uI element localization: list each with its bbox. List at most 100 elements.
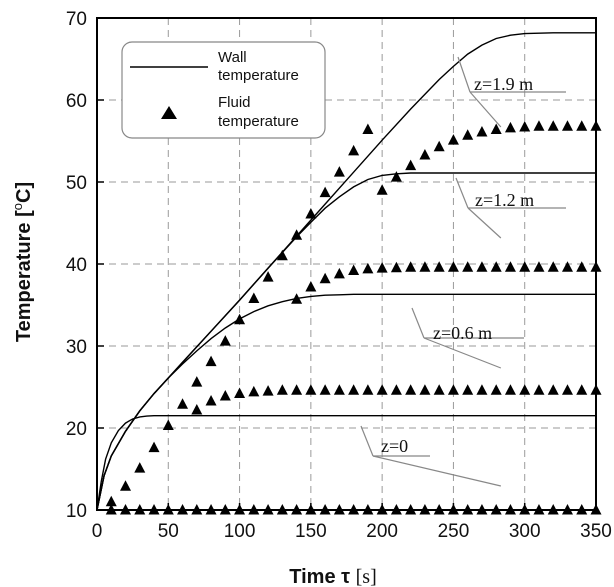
x-tick-label: 350 <box>580 521 612 542</box>
fluid-temperature-point <box>120 480 132 491</box>
fluid-temperature-point <box>533 120 545 131</box>
fluid-temperature-point <box>433 140 445 152</box>
fluid-temperature-point <box>333 384 345 395</box>
fluid-temperature-point <box>291 229 303 240</box>
fluid-temperature-point <box>419 148 431 160</box>
annotation-leader <box>423 337 502 369</box>
fluid-temperature-point <box>433 384 445 395</box>
fluid-temperature-point <box>276 384 288 395</box>
fluid-temperature-point <box>519 261 531 272</box>
fluid-temperature-point <box>234 313 246 325</box>
fluid-temperature-point <box>348 144 360 156</box>
fluid-temperature-point <box>177 398 189 409</box>
fluid-temperature-point <box>490 123 502 135</box>
fluid-temperature-point <box>519 384 531 395</box>
annotation-leader <box>372 455 501 487</box>
fluid-temperature-point <box>362 262 374 274</box>
fluid-temperature-point <box>405 261 417 272</box>
fluid-temperature-point <box>405 159 417 171</box>
annotation-leader <box>411 307 425 339</box>
fluid-temperature-point <box>291 384 303 395</box>
legend-wall-label-2: temperature <box>218 67 299 84</box>
annotation-leader <box>467 207 502 239</box>
fluid-temperature-point <box>291 293 303 304</box>
wall-temperature-line-2 <box>96 172 596 511</box>
fluid-temperature-point <box>248 292 260 303</box>
y-tick-label: 70 <box>66 9 87 30</box>
y-tick-label: 10 <box>66 501 87 522</box>
fluid-temperature-point <box>576 120 588 131</box>
fluid-temperature-point <box>348 264 360 276</box>
fluid-temperature-point <box>519 121 531 132</box>
fluid-temperature-point <box>504 261 516 272</box>
wall-temperature-line-0 <box>96 415 596 511</box>
fluid-temperature-point <box>419 384 431 395</box>
fluid-temperature-point <box>476 384 488 395</box>
fluid-temperature-point <box>433 261 445 272</box>
fluid-temperature-point <box>490 261 502 272</box>
fluid-temperature-point <box>547 120 559 131</box>
fluid-temperature-point <box>561 120 573 131</box>
x-tick-label: 200 <box>366 521 398 542</box>
wall-temperature-line-3 <box>96 32 596 511</box>
fluid-temperature-point <box>419 261 431 272</box>
x-tick-label: 250 <box>438 521 470 542</box>
annotation-label: z=1.9 m <box>474 74 533 94</box>
fluid-temperature-point <box>205 394 217 406</box>
fluid-temperature-point <box>305 207 317 219</box>
fluid-temperature-point <box>362 123 374 135</box>
fluid-temperature-point <box>447 261 459 272</box>
legend-fluid-label-1: Fluid <box>218 94 251 111</box>
fluid-temperature-point <box>462 129 474 140</box>
fluid-temperature-point <box>262 385 274 396</box>
fluid-temperature-point <box>504 121 516 133</box>
fluid-temperature-point <box>205 355 217 367</box>
fluid-temperature-point <box>162 419 174 431</box>
y-axis-title: Temperature [oC] <box>10 182 35 342</box>
fluid-temperature-point <box>490 384 502 395</box>
x-tick-label: 100 <box>224 521 256 542</box>
fluid-temperature-point <box>376 384 388 395</box>
fluid-temperature-point <box>333 267 345 279</box>
fluid-temperature-point <box>148 441 160 453</box>
fluid-temperature-point <box>447 384 459 395</box>
fluid-temperature-point <box>462 384 474 395</box>
annotation-leader <box>457 56 471 93</box>
fluid-temperature-point <box>191 403 203 415</box>
wall-temperature-line-1 <box>96 293 596 511</box>
fluid-temperature-point <box>504 384 516 395</box>
wall-temperature-lines <box>96 32 596 511</box>
fluid-temperature-point <box>547 261 559 272</box>
fluid-temperature-point <box>390 261 402 273</box>
legend-wall-label-1: Wall <box>218 49 247 66</box>
x-tick-label: 0 <box>92 521 103 542</box>
fluid-temperature-point <box>319 186 331 198</box>
fluid-temperature-point <box>319 272 331 284</box>
annotation-leader <box>469 91 502 128</box>
fluid-temperature-point <box>348 384 360 395</box>
y-tick-label: 40 <box>66 255 87 276</box>
fluid-temperature-point <box>476 261 488 272</box>
fluid-temperature-point <box>533 261 545 272</box>
fluid-temperature-point <box>234 387 246 399</box>
fluid-temperature-point <box>219 335 231 346</box>
fluid-temperature-point <box>476 125 488 137</box>
fluid-temperature-point <box>219 390 231 401</box>
y-tick-label: 20 <box>66 419 87 440</box>
x-tick-label: 300 <box>509 521 541 542</box>
fluid-temperature-point <box>576 384 588 395</box>
legend-fluid-marker <box>161 106 177 119</box>
annotation-label: z=0 <box>381 436 408 456</box>
y-tick-label: 60 <box>66 91 87 112</box>
fluid-temperature-point <box>333 166 345 177</box>
fluid-temperature-point <box>390 384 402 395</box>
x-tick-label: 150 <box>295 521 327 542</box>
fluid-temperature-point <box>376 262 388 273</box>
fluid-temperature-point <box>561 261 573 272</box>
fluid-temperature-markers <box>105 120 602 515</box>
fluid-temperature-point <box>262 271 274 282</box>
fluid-temperature-point <box>405 384 417 395</box>
fluid-temperature-point <box>248 385 260 397</box>
y-tick-label: 30 <box>66 337 87 358</box>
fluid-temperature-point <box>362 384 374 395</box>
